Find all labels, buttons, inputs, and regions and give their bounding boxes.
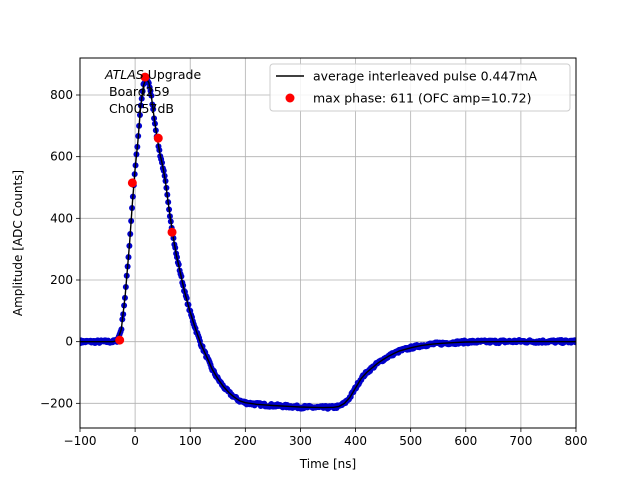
annotation-experiment-suffix: Upgrade: [144, 67, 202, 82]
max-phase-marker: [153, 133, 163, 143]
x-axis-label: Time [ns]: [299, 457, 356, 471]
x-tick-label: 200: [234, 434, 257, 448]
legend-marker-swatch: [285, 93, 295, 103]
plot-area: [80, 72, 576, 412]
y-axis-label: Amplitude [ADC Counts]: [11, 170, 25, 316]
y-tick-label: 800: [50, 88, 73, 102]
legend-box: [269, 63, 571, 112]
annotation-experiment: ATLAS: [104, 67, 144, 82]
max-phase-marker: [140, 72, 150, 82]
data-layer: [80, 72, 576, 412]
max-phase-marker: [127, 178, 137, 188]
average-pulse-line: [80, 76, 576, 409]
chart-annotation: ATLAS Upgrade Board259 Ch0057dB: [104, 67, 201, 116]
x-tick-label: 700: [509, 434, 532, 448]
legend-entry-average-pulse: average interleaved pulse 0.447mA: [313, 69, 538, 84]
y-tick-label: 0: [65, 335, 73, 349]
annotation-board: Board259: [109, 84, 170, 99]
x-tick-label: 600: [454, 434, 477, 448]
x-tick-label: 800: [565, 434, 588, 448]
y-tick-label: 400: [50, 211, 73, 225]
y-tick-label: −200: [40, 396, 73, 410]
legend-entry-max-phase: max phase: 611 (OFC amp=10.72): [313, 91, 531, 106]
legend: average interleaved pulse 0.447mA max ph…: [269, 63, 571, 112]
y-tick-label: 200: [50, 273, 73, 287]
y-tick-label: 600: [50, 150, 73, 164]
max-phase-marker: [167, 227, 177, 237]
x-tick-label: 0: [131, 434, 139, 448]
interleaved-samples: [80, 75, 576, 412]
x-tick-label: 300: [289, 434, 312, 448]
max-phase-marker: [115, 335, 125, 345]
annotation-line-1: ATLAS Upgrade: [104, 67, 201, 82]
x-tick-label: 500: [399, 434, 422, 448]
x-tick-label: 400: [344, 434, 367, 448]
axes-frame: [79, 57, 577, 429]
axis-ticks: −100 0 100 200 300 400 500 600 700 800 −200 0 200 400…: [40, 88, 587, 448]
x-tick-label: −100: [64, 434, 97, 448]
annotation-channel: Ch0057dB: [109, 101, 174, 116]
x-tick-label: 100: [179, 434, 202, 448]
